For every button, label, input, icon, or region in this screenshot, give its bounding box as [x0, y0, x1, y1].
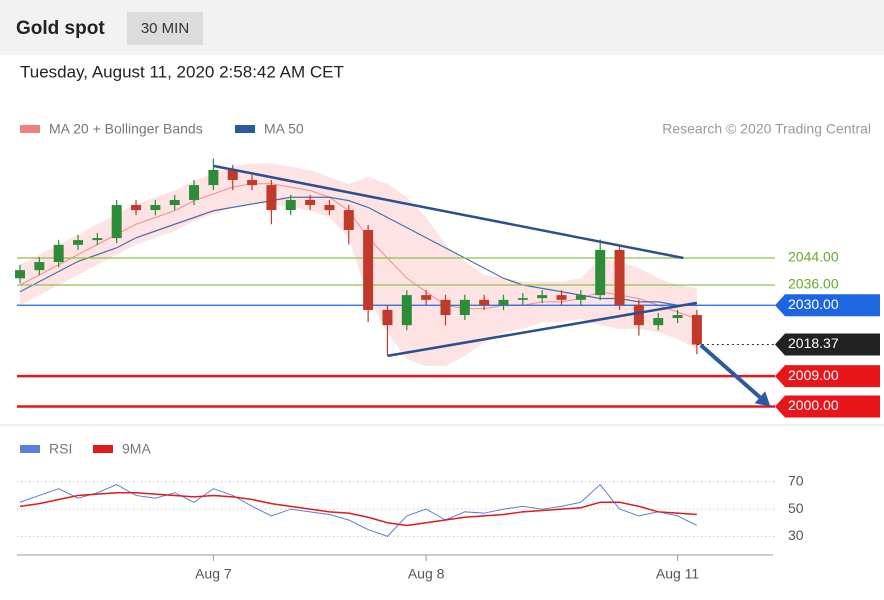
credit: Research © 2020 Trading Central	[662, 121, 871, 137]
trendline	[213, 164, 684, 260]
legend-label: MA 20 + Bollinger Bands	[49, 121, 203, 137]
candle-body	[343, 210, 354, 230]
forecast-arrow	[699, 343, 762, 399]
level-label: 2044.00	[788, 249, 839, 265]
candle-body	[401, 295, 412, 326]
candle-body	[34, 262, 45, 271]
candle-body	[169, 199, 180, 206]
bollinger-band	[426, 217, 446, 366]
interval[interactable]: 30 MIN	[141, 20, 189, 37]
candle-body	[653, 318, 664, 326]
candle-body	[363, 229, 374, 310]
candle-body	[15, 270, 25, 279]
level-tag	[775, 395, 880, 418]
candle-body	[131, 205, 142, 211]
candle-body	[575, 295, 586, 300]
candle-body	[672, 315, 683, 319]
rsi-line	[19, 483, 698, 537]
candle-body	[189, 185, 200, 200]
candle-body	[537, 295, 548, 299]
x-tick-label: Aug 8	[408, 566, 445, 582]
legend-swatch	[93, 445, 113, 453]
candle-body	[92, 238, 103, 241]
timestamp: Tuesday, August 11, 2020 2:58:42 AM CET	[20, 62, 344, 81]
candle-body	[421, 295, 432, 300]
legend-label: RSI	[49, 441, 72, 457]
candle-body	[247, 180, 258, 186]
level-tag	[775, 365, 880, 388]
candle-body	[517, 298, 528, 300]
y-tick-label: 70	[788, 473, 804, 489]
x-tick-label: Aug 11	[656, 566, 700, 582]
legend-label: MA 50	[264, 121, 304, 137]
candle-body	[614, 249, 625, 305]
candle-body	[324, 205, 335, 211]
candle-body	[382, 309, 393, 326]
candle-body	[73, 240, 84, 245]
candle-body	[498, 299, 509, 305]
y-tick-label: 30	[788, 527, 804, 543]
level-label: 2036.00	[788, 276, 839, 292]
bollinger-band	[484, 274, 504, 343]
candle-body	[440, 299, 451, 316]
level-label: 2000.00	[788, 397, 839, 413]
candle-body	[479, 299, 490, 305]
bollinger-band	[387, 183, 407, 360]
candle-body	[227, 169, 238, 181]
interval-button[interactable]	[127, 12, 203, 45]
legend-swatch	[20, 125, 40, 133]
legend-label: 9MA	[122, 441, 151, 457]
legend-swatch	[20, 445, 40, 453]
candle-body	[556, 295, 567, 300]
current-price-tag	[775, 333, 880, 356]
y-tick-label: 50	[788, 500, 804, 516]
bollinger-band	[406, 197, 427, 366]
legend-swatch	[235, 125, 255, 133]
candle-body	[53, 244, 64, 263]
candle-body	[595, 249, 606, 296]
candle-body	[208, 169, 219, 186]
level-label: 2009.00	[788, 367, 839, 383]
candle-body	[285, 199, 296, 211]
candle-body	[111, 205, 122, 239]
candle-body	[691, 315, 702, 345]
x-tick-label: Aug 7	[195, 566, 232, 582]
current-price-label: 2018.37	[788, 335, 839, 351]
trendline	[387, 301, 698, 358]
candle-body	[150, 205, 161, 211]
candle-body	[305, 199, 316, 206]
title: Gold spot	[16, 18, 105, 39]
candle-body	[459, 299, 470, 316]
arrow-head	[754, 391, 771, 407]
level-tag	[775, 294, 880, 317]
candle-body	[633, 304, 644, 326]
rsi-line	[19, 491, 697, 527]
level-label: 2030.00	[788, 296, 839, 312]
candle-body	[266, 185, 277, 211]
